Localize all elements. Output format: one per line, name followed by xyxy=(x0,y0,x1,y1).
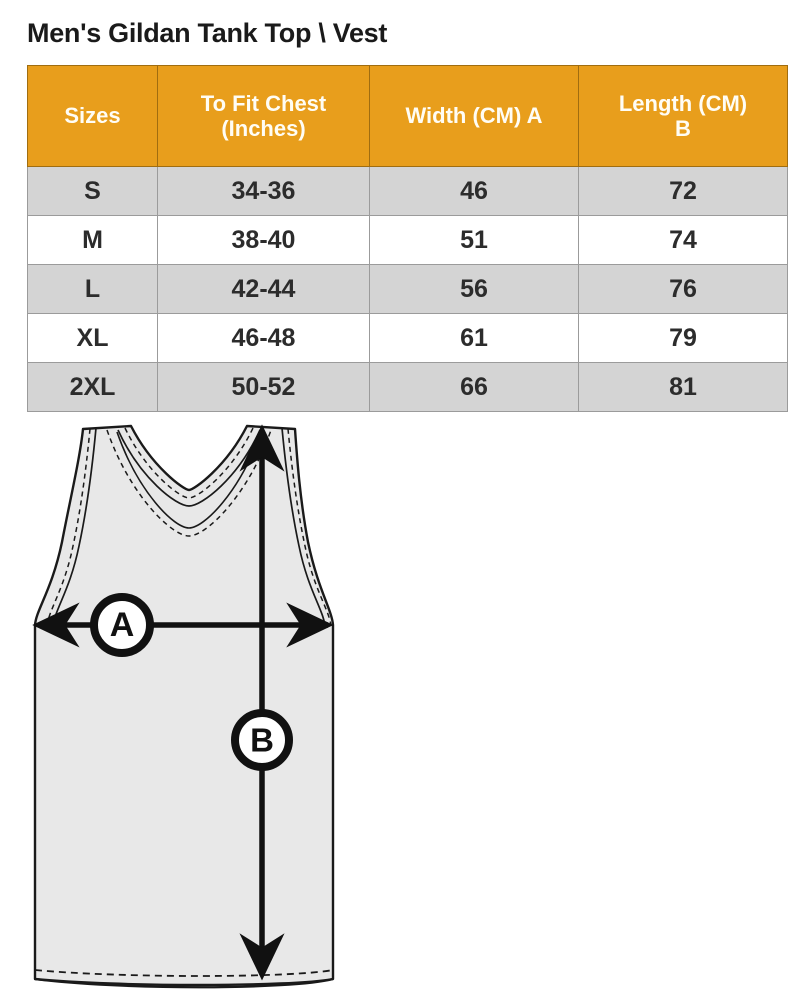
bottom-hem-edge xyxy=(34,977,334,989)
back-neck-curve xyxy=(116,431,262,529)
table-row: S 34-36 46 72 xyxy=(27,166,788,216)
column-header-chest: To Fit Chest (Inches) xyxy=(157,65,370,167)
neckline-band-outer xyxy=(130,425,248,491)
measure-badge-a-circle xyxy=(90,593,154,657)
cell-width: 61 xyxy=(369,313,579,363)
neckline-band-inner xyxy=(117,429,261,507)
bottom-hem-stitch xyxy=(34,969,334,977)
table-row: L 42-44 56 76 xyxy=(27,264,788,314)
column-header-sizes: Sizes xyxy=(27,65,158,167)
measure-arrow-b: B xyxy=(231,424,293,981)
table-header-row: Sizes To Fit Chest (Inches) Width (CM) A… xyxy=(27,65,788,167)
table-row: 2XL 50-52 66 81 xyxy=(27,362,788,412)
cell-width: 46 xyxy=(369,166,579,216)
cell-width: 56 xyxy=(369,264,579,314)
measure-badge-b-label: B xyxy=(250,722,274,759)
cell-size: M xyxy=(27,215,158,265)
cell-width: 66 xyxy=(369,362,579,412)
cell-length: 72 xyxy=(578,166,788,216)
cell-width: 51 xyxy=(369,215,579,265)
cell-length: 79 xyxy=(578,313,788,363)
cell-length: 74 xyxy=(578,215,788,265)
column-header-width-line-1: Width (CM) A xyxy=(405,103,543,129)
cell-length: 81 xyxy=(578,362,788,412)
cell-chest: 46-48 xyxy=(157,313,370,363)
cell-size: XL xyxy=(27,313,158,363)
cell-length: 76 xyxy=(578,264,788,314)
measure-badge-a-label: A xyxy=(110,606,135,644)
cell-size: L xyxy=(27,264,158,314)
cell-size: 2XL xyxy=(27,362,158,412)
measure-badge-b-circle xyxy=(231,709,293,771)
cell-chest: 50-52 xyxy=(157,362,370,412)
cell-size: S xyxy=(27,166,158,216)
neckline-stitch-outer xyxy=(124,427,254,499)
page-title: Men's Gildan Tank Top \ Vest xyxy=(27,18,388,48)
size-chart-table: Sizes To Fit Chest (Inches) Width (CM) A… xyxy=(27,65,788,412)
table-row: M 38-40 51 74 xyxy=(27,215,788,265)
cell-chest: 38-40 xyxy=(157,215,370,265)
table-row: XL 46-48 61 79 xyxy=(27,313,788,363)
column-header-width: Width (CM) A xyxy=(369,65,579,167)
column-header-length: Length (CM) B xyxy=(578,65,788,167)
cell-chest: 42-44 xyxy=(157,264,370,314)
tank-top-silhouette xyxy=(33,424,335,989)
garment-diagram: A B xyxy=(0,412,812,1000)
column-header-sizes-line-1: Sizes xyxy=(64,103,121,129)
cell-chest: 34-36 xyxy=(157,166,370,216)
column-header-chest-line-1: To Fit Chest xyxy=(200,90,327,116)
column-header-length-line-2: B xyxy=(675,116,691,141)
column-header-length-line-1: Length (CM) xyxy=(618,90,748,116)
column-header-chest-line-2: (Inches) xyxy=(221,116,306,141)
